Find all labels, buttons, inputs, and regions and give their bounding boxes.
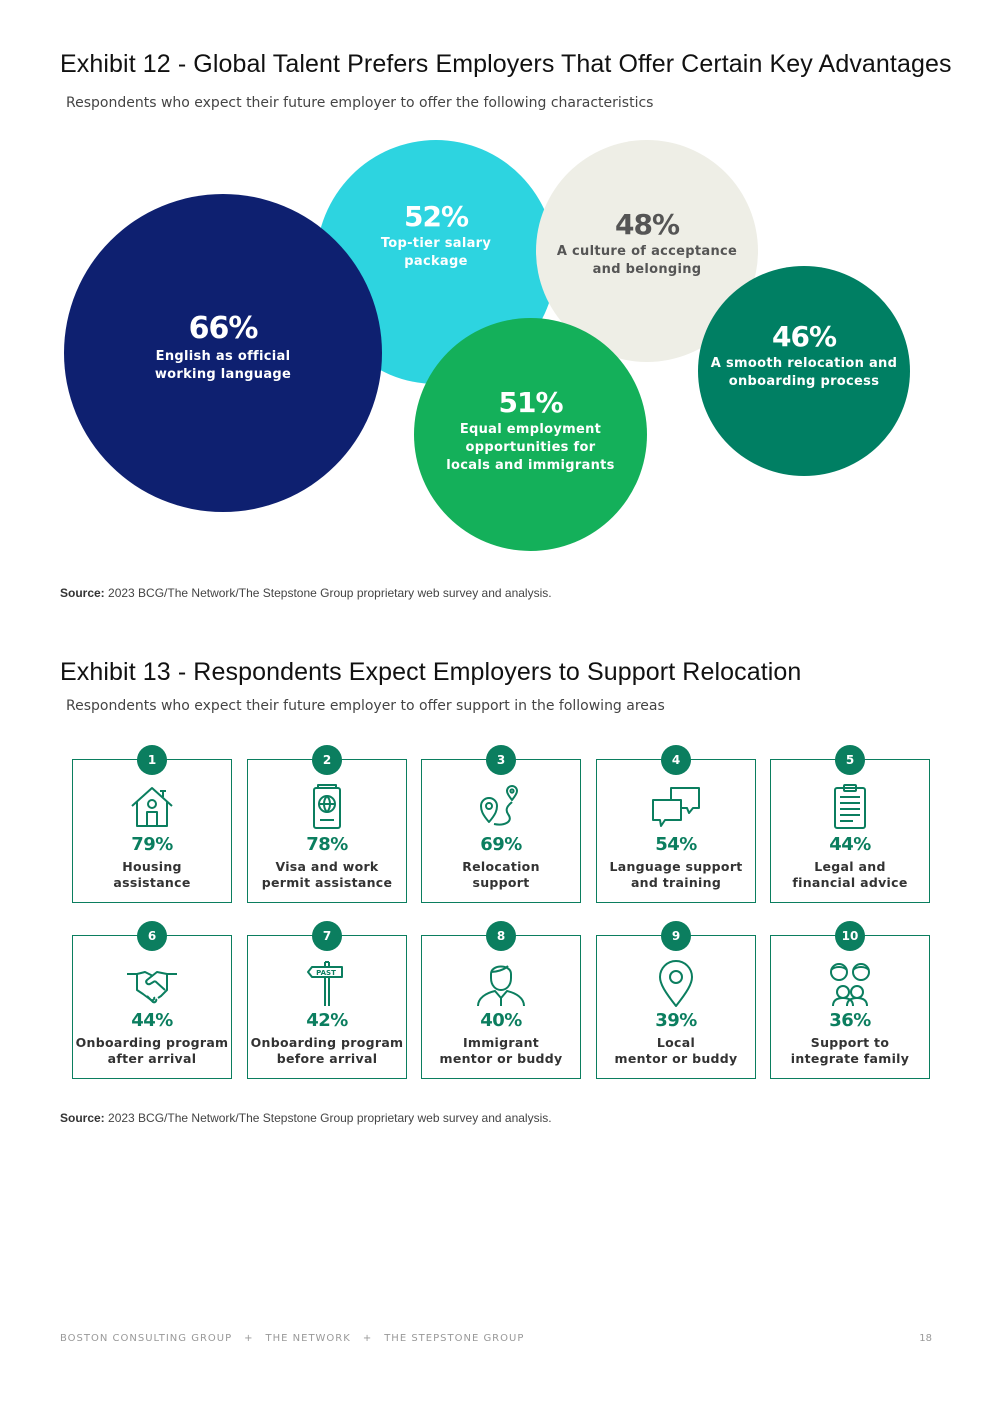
support-card: 6 44% Onboarding program after arrival (72, 921, 232, 1079)
clipboard-icon (834, 784, 866, 829)
card-pct: 39% (655, 1010, 697, 1031)
support-card: 1 79% Housing assistance (72, 745, 232, 903)
card-pct: 36% (829, 1010, 871, 1031)
bubble-relocation: 46% A smooth relocation and onboarding p… (698, 266, 910, 476)
handshake-icon (127, 971, 177, 1004)
card-number: 10 (835, 921, 865, 951)
card-label: Onboarding program after arrival (75, 1035, 229, 1066)
page-number: 18 (919, 1333, 932, 1344)
support-card: 7 PAST 42% Onboarding program before arr… (247, 921, 407, 1079)
bubble-label: Top-tier salary package (380, 236, 492, 269)
card-label: Immigrant mentor or buddy (439, 1035, 563, 1066)
bubble-pct: 46% (771, 320, 837, 353)
route-pins-icon (480, 785, 518, 826)
card-pct: 54% (655, 834, 697, 855)
card-label: Local mentor or buddy (614, 1035, 738, 1066)
card-label: Visa and work permit assistance (261, 859, 393, 890)
exhibit-13-subtitle: Respondents who expect their future empl… (66, 698, 665, 714)
card-pct: 69% (480, 834, 522, 855)
card-number: 7 (312, 921, 342, 951)
footer: BOSTON CONSULTING GROUP + THE NETWORK + THE … (60, 1333, 524, 1344)
card-label: Relocation support (462, 859, 540, 890)
card-label: Legal and financial advice (792, 859, 908, 890)
card-pct: 79% (131, 834, 173, 855)
bubble-label: A culture of acceptance and belonging (556, 244, 738, 277)
speech-bubbles-icon (652, 787, 700, 827)
bubble-pct: 51% (498, 385, 563, 419)
support-card: 4 54% Language support and training (596, 745, 756, 903)
card-number: 2 (312, 745, 342, 775)
support-card: 8 40% Immigrant mentor or buddy (421, 921, 581, 1079)
location-pin-icon (659, 960, 693, 1007)
source-label: Source: (60, 1111, 105, 1125)
footer-org-stepstone: THE STEPSTONE GROUP (384, 1333, 525, 1344)
card-pct: 42% (306, 1010, 348, 1031)
card-number: 8 (486, 921, 516, 951)
bubble-pct: 52% (403, 200, 469, 233)
card-number: 3 (486, 745, 516, 775)
card-label: Support to integrate family (790, 1035, 910, 1066)
source-text: 2023 BCG/The Network/The Stepstone Group… (104, 1111, 552, 1125)
exhibit-12-title: Exhibit 12 - Global Talent Prefers Emplo… (60, 50, 952, 78)
footer-separator: + (244, 1333, 254, 1344)
card-pct: 44% (131, 1010, 173, 1031)
passport-icon (313, 784, 341, 829)
signpost-past-icon: PAST (307, 961, 343, 1006)
card-label: Language support and training (609, 859, 743, 890)
house-icon (131, 787, 173, 827)
source-label: Source: (60, 586, 105, 600)
card-pct: 44% (829, 834, 871, 855)
bubble-pct: 66% (188, 311, 259, 346)
card-number: 1 (137, 745, 167, 775)
bubble-label: A smooth relocation and onboarding proce… (710, 356, 898, 389)
bubble-english: 66% English as official working language (64, 194, 382, 512)
card-number: 9 (661, 921, 691, 951)
support-card: 2 78% Visa and work permit assistance (247, 745, 407, 903)
person-icon (477, 965, 525, 1007)
bubble-pct: 48% (614, 208, 680, 241)
support-card: 5 44% Legal and financial advice (770, 745, 930, 903)
footer-org-bcg: BOSTON CONSULTING GROUP (60, 1333, 233, 1344)
card-number: 4 (661, 745, 691, 775)
card-label: Housing assistance (113, 859, 191, 890)
exhibit-12-subtitle: Respondents who expect their future empl… (66, 95, 654, 111)
family-icon (830, 963, 870, 1007)
exhibit-12-source: Source: 2023 BCG/The Network/The Stepsto… (60, 586, 552, 600)
sign-text: PAST (316, 969, 336, 977)
source-text: 2023 BCG/The Network/The Stepstone Group… (104, 586, 552, 600)
support-card: 3 69% Relocation support (421, 745, 581, 903)
exhibit-13-title: Exhibit 13 - Respondents Expect Employer… (60, 658, 802, 686)
bubble-label: English as official working language (154, 349, 292, 382)
bubble-equal: 51% Equal employment opportunities for l… (414, 318, 647, 551)
card-number: 5 (835, 745, 865, 775)
card-label: Onboarding program before arrival (250, 1035, 404, 1066)
card-pct: 40% (480, 1010, 522, 1031)
support-card: 10 36% Support to integrate family (770, 921, 930, 1079)
card-pct: 78% (306, 834, 348, 855)
bubble-label: Equal employment opportunities for local… (446, 421, 615, 473)
footer-org-network: THE NETWORK (265, 1333, 351, 1344)
support-card: 9 39% Local mentor or buddy (596, 921, 756, 1079)
footer-separator: + (362, 1333, 373, 1344)
card-number: 6 (137, 921, 167, 951)
exhibit-13-source: Source: 2023 BCG/The Network/The Stepsto… (60, 1111, 552, 1125)
